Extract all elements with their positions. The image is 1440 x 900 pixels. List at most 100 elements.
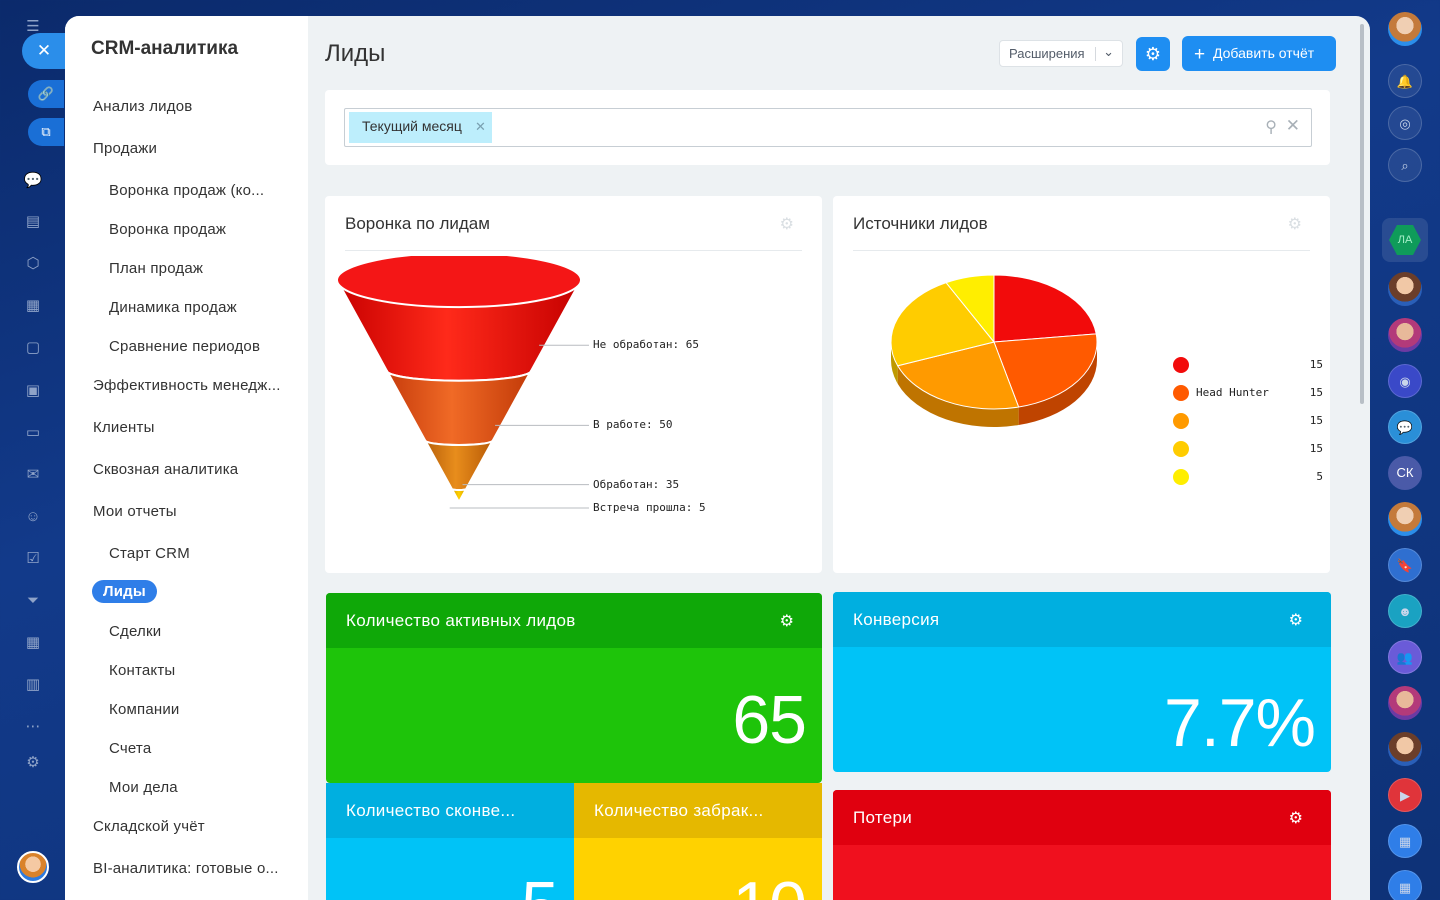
legend-item-3[interactable]: 15 [1173,440,1323,458]
filter-icon[interactable]: ⏷ [26,592,39,609]
nav-item-leads[interactable]: Лиды [92,580,157,603]
pie-slice-side-2 [897,365,1019,427]
grid-icon[interactable]: ▦ [25,634,41,651]
funnel-stage-2[interactable] [424,439,494,492]
pie-slice-side-3 [891,342,898,384]
nav-item-start-crm[interactable]: Старт CRM [109,545,190,562]
board-settings-button[interactable]: ⚙ [1136,37,1170,71]
nav-item-manager-efficiency[interactable]: Эффективность менедж... [93,377,281,394]
widget-settings-icon[interactable]: ⚙ [1287,216,1302,233]
calendar-icon[interactable]: ▦ [1388,824,1422,858]
losses-tile[interactable]: Потери ⚙ [833,790,1331,900]
filter-search-input[interactable]: Текущий месяц ✕ ⚲ ✕ [344,108,1312,147]
drive-icon[interactable]: ▭ [25,424,41,441]
pie-slice-3[interactable] [890,282,995,367]
funnel-stage-3[interactable] [450,488,468,505]
lead-sources-widget-title: Источники лидов [853,214,988,233]
report-content: Лиды Расширения ⌄ ⚙ + Добавить отчёт Тек… [308,16,1370,900]
active-leads-tile[interactable]: Количество активных лидов ⚙ 65 [326,593,822,783]
copilot-icon[interactable]: ◉ [1388,364,1422,398]
funnel-stage-1[interactable] [385,370,533,446]
legend-item-2[interactable]: 15 [1173,412,1323,430]
target-icon[interactable]: ◎ [1388,106,1422,140]
funnel-stage-label-1: В работе: 50 [593,418,673,432]
settings-icon[interactable]: ⚙ [26,754,40,771]
nav-item-my-activities[interactable]: Мои дела [109,779,178,796]
open-in-new-icon[interactable]: ⧉ [28,118,64,146]
bookmark-icon[interactable]: 🔖 [1388,548,1422,582]
tile-settings-icon[interactable]: ⚙ [1288,810,1303,827]
bell-icon[interactable]: 🔔 [1388,64,1422,98]
contact-avatar[interactable] [1388,318,1422,352]
nav-item-sales-plan[interactable]: План продаж [109,260,204,277]
calendar-icon[interactable]: ▦ [25,297,41,314]
nav-item-sales-funnel[interactable]: Воронка продаж [109,221,227,238]
pie-slice-4[interactable] [945,274,995,344]
support-chat-icon[interactable]: 💬 [1388,410,1422,444]
contact-avatar[interactable] [1388,732,1422,766]
nav-item-sales[interactable]: Продажи [93,140,158,157]
user-avatar[interactable] [17,851,49,883]
search-icon[interactable]: ⚲ [1265,119,1277,136]
search-chat-icon[interactable]: ⌕ [1388,148,1422,182]
nav-item-lead-analysis[interactable]: Анализ лидов [93,98,193,115]
clear-filter-icon[interactable]: ✕ [1285,116,1300,135]
legend-item-4[interactable]: 5 [1173,468,1323,486]
rejected-leads-tile[interactable]: Количество забрак... 10 [574,783,822,900]
legend-item-0[interactable]: 15 [1173,356,1323,374]
current-user-avatar[interactable] [1388,12,1422,46]
chat-initials-badge-2[interactable]: СК [1388,456,1422,490]
legend-swatch [1173,469,1189,485]
legend-value: 5 [1316,470,1323,483]
pie-slice-0[interactable] [993,274,1097,343]
converted-leads-tile[interactable]: Количество сконве... 5 [326,783,574,900]
chat-icon[interactable]: 💬 [23,172,43,189]
bot-icon[interactable]: ☻ [1388,594,1422,628]
nav-item-sales-dynamics[interactable]: Динамика продаж [109,299,237,316]
calendar-event-icon[interactable]: ▦ [1388,870,1422,900]
widget-settings-icon[interactable]: ⚙ [779,216,794,233]
funnel-stage-label-3: Встреча прошла: 5 [593,501,706,514]
nav-item-companies[interactable]: Компании [109,701,180,718]
menu-icon[interactable]: ☰ [26,18,40,35]
nav-item-invoices[interactable]: Счета [109,740,152,757]
pie-slice-1[interactable] [993,333,1098,408]
nav-item-sales-funnel-cohort[interactable]: Воронка продаж (ко... [109,182,265,199]
group-icon[interactable]: 👥 [1388,640,1422,674]
nav-item-bi-analytics[interactable]: BI-аналитика: готовые о... [93,860,279,877]
checklist-icon[interactable]: ☑ [26,550,40,567]
tasks-icon[interactable]: ▤ [25,213,41,230]
tile-settings-icon[interactable]: ⚙ [779,613,794,630]
link-icon[interactable]: 🔗 [28,80,64,108]
nav-item-deals[interactable]: Сделки [109,623,162,640]
extensions-dropdown[interactable]: Расширения ⌄ [999,40,1123,67]
nav-item-period-compare[interactable]: Сравнение периодов [109,338,261,355]
tile-settings-icon[interactable]: ⚙ [1288,612,1303,629]
mail-icon[interactable]: ✉ [26,466,40,483]
funnel-widget: Воронка по лидам ⚙ [325,196,822,573]
video-call-icon[interactable]: ▶ [1388,778,1422,812]
remove-tag-icon[interactable]: ✕ [475,119,486,134]
nav-item-my-reports[interactable]: Мои отчеты [93,503,177,520]
more-icon[interactable]: ⋯ [25,718,41,735]
analytics-icon[interactable]: ▣ [25,382,41,399]
contact-avatar[interactable] [1388,686,1422,720]
gear-icon: ⚙ [1144,44,1162,64]
add-report-button[interactable]: + Добавить отчёт [1182,36,1336,71]
active-chat-group[interactable]: ЛА [1382,218,1428,262]
nav-item-clients[interactable]: Клиенты [93,419,155,436]
document-icon[interactable]: ▢ [25,339,41,356]
filter-tag-current-month[interactable]: Текущий месяц ✕ [349,112,492,143]
store-icon[interactable]: ▥ [25,676,41,693]
nav-item-end-to-end-analytics[interactable]: Сквозная аналитика [93,461,239,478]
conversion-tile[interactable]: Конверсия ⚙ 7.7% [833,592,1331,772]
legend-item-1[interactable]: Head Hunter 15 [1173,384,1323,402]
crm-icon[interactable]: ⬡ [26,255,40,272]
contacts-icon[interactable]: ☺ [25,508,41,525]
nav-item-inventory[interactable]: Складской учёт [93,818,205,835]
contact-avatar[interactable] [1388,502,1422,536]
contact-avatar[interactable] [1388,272,1422,306]
nav-item-contacts[interactable]: Контакты [109,662,176,679]
close-slider-icon[interactable]: ✕ [22,33,66,69]
page-scrollbar[interactable] [1360,24,1364,404]
